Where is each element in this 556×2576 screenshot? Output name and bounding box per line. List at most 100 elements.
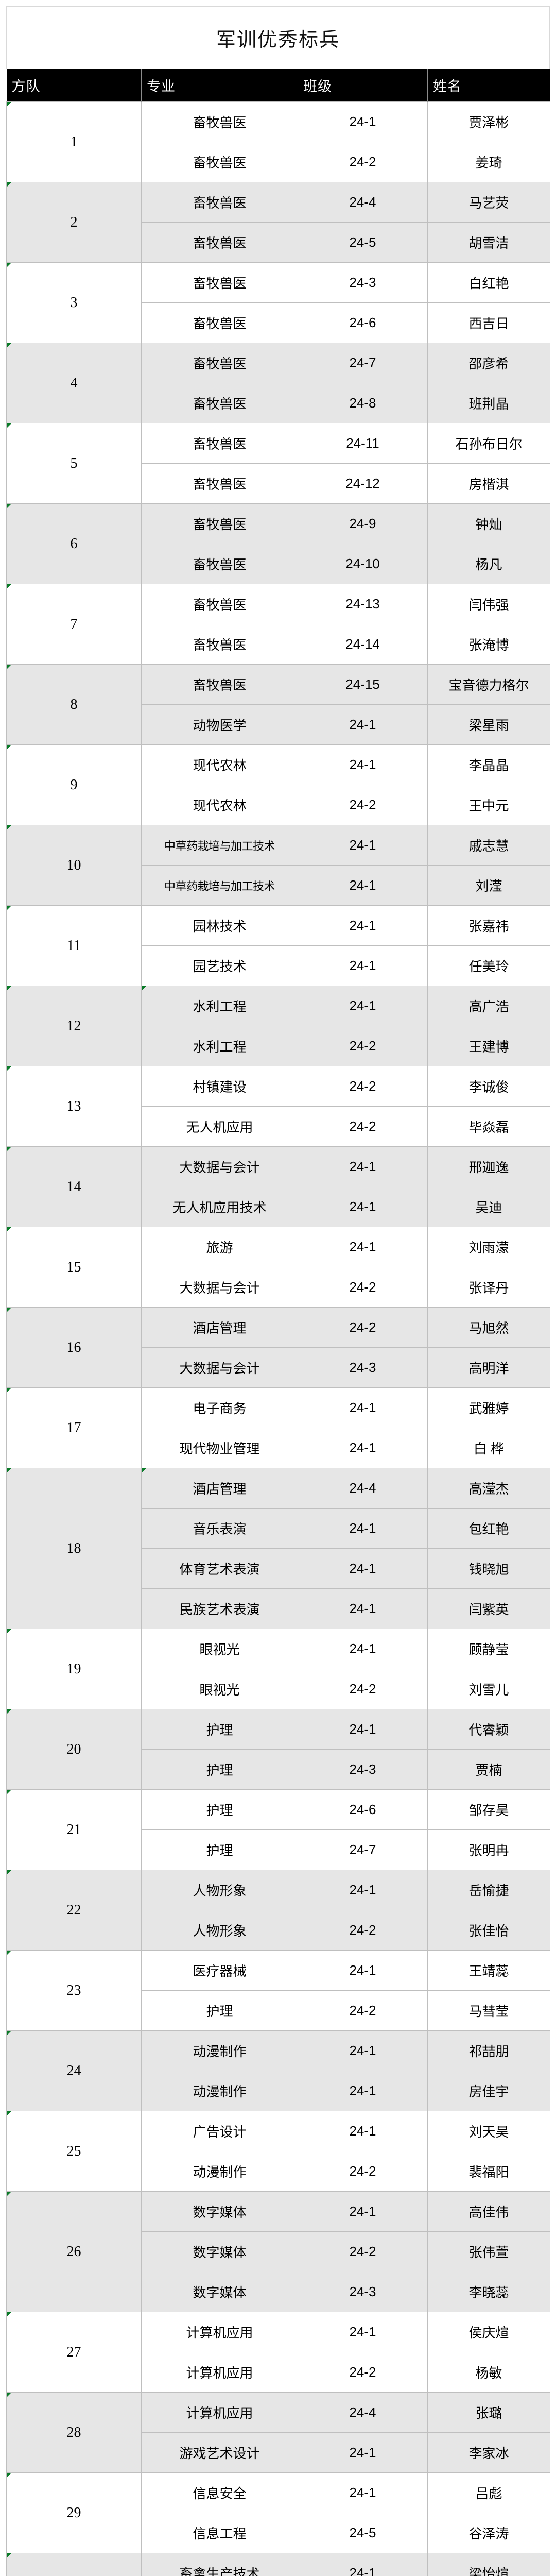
table-row: 护理 24-2 马彗莹	[7, 1990, 550, 2031]
cell-team-number: 22	[6, 1870, 142, 1951]
cell-team-number: 11	[6, 905, 142, 986]
cell-major: 现代农林	[141, 785, 298, 825]
cell-name: 张明冉	[427, 1829, 550, 1870]
cell-team-number: 4	[6, 343, 142, 423]
cell-team-number: 7	[6, 584, 142, 665]
cell-name: 房佳宇	[427, 2071, 550, 2111]
cell-class: 24-1	[298, 865, 428, 906]
cell-class: 24-1	[298, 945, 428, 986]
table-row: 现代农林 24-2 王中元	[7, 785, 550, 825]
table-row: 3 畜牧兽医 24-3 白红艳	[6, 262, 550, 343]
table-row: 26 数字媒体 24-1 高佳伟	[6, 2191, 550, 2312]
cell-name: 李晓蕊	[427, 2272, 550, 2312]
cell-major: 护理	[141, 1990, 298, 2031]
cell-major: 数字媒体	[141, 2272, 298, 2312]
cell-major: 计算机应用	[141, 2312, 298, 2352]
cell-name: 戚志慧	[427, 825, 550, 866]
cell-class: 24-1	[298, 1227, 428, 1267]
page-title: 军训优秀标兵	[216, 29, 340, 51]
cell-name: 贾泽彬	[427, 101, 550, 142]
table-body: 1 畜牧兽医 24-1 贾泽彬 畜牧兽医 24-2 姜琦 2 畜牧兽医 24-4 马艺荧 畜牧兽医 24…	[6, 101, 550, 2576]
cell-name: 马彗莹	[427, 1990, 550, 2031]
cell-major: 酒店管理	[141, 1307, 298, 1348]
cell-name: 梁怡煊	[427, 2553, 550, 2576]
column-header-class: 班级	[298, 69, 428, 102]
cell-name: 马艺荧	[427, 182, 550, 223]
table-row: 20 护理 24-1 代睿颖	[6, 1709, 550, 1790]
cell-class: 24-1	[298, 1508, 428, 1549]
cell-class: 24-1	[298, 1870, 428, 1910]
cell-class: 24-15	[298, 664, 428, 705]
cell-major: 大数据与会计	[141, 1267, 298, 1308]
cell-class: 24-1	[298, 1629, 428, 1669]
cell-major: 护理	[141, 1749, 298, 1790]
table-row: 14 大数据与会计 24-1 邢迦逸	[6, 1146, 550, 1227]
table-row: 体育艺术表演 24-1 钱晓旭	[7, 1548, 550, 1589]
cell-major: 园林技术	[141, 905, 298, 946]
cell-team-number: 16	[6, 1307, 142, 1388]
cell-name: 梁星雨	[427, 704, 550, 745]
cell-name: 邹存昊	[427, 1789, 550, 1830]
cell-class: 24-3	[298, 262, 428, 303]
table-row: 畜牧兽医 24-2 姜琦	[7, 142, 550, 182]
table-row: 15 旅游 24-1 刘雨濛	[6, 1227, 550, 1308]
cell-team-number: 25	[6, 2111, 142, 2192]
cell-class: 24-5	[298, 222, 428, 263]
cell-major: 护理	[141, 1829, 298, 1870]
cell-major: 大数据与会计	[141, 1347, 298, 1388]
table-row: 畜牧兽医 24-10 杨凡	[7, 544, 550, 584]
table-row: 18 酒店管理 24-4 高滢杰	[6, 1468, 550, 1629]
cell-major: 畜牧兽医	[141, 302, 298, 343]
cell-name: 白 桦	[427, 1428, 550, 1468]
table-row: 13 村镇建设 24-2 李诚俊	[6, 1066, 550, 1147]
cell-class: 24-2	[298, 1910, 428, 1951]
cell-name: 马旭然	[427, 1307, 550, 1348]
cell-class: 24-1	[298, 1387, 428, 1428]
cell-name: 侯庆煊	[427, 2312, 550, 2352]
cell-class: 24-1	[298, 1428, 428, 1468]
cell-class: 24-1	[298, 1146, 428, 1187]
table-row: 数字媒体 24-2 张伟萱	[7, 2231, 550, 2272]
cell-team-number: 12	[6, 986, 142, 1066]
cell-major: 园艺技术	[141, 945, 298, 986]
cell-major: 中草药栽培与加工技术	[141, 825, 298, 866]
cell-major: 村镇建设	[141, 1066, 298, 1107]
cell-team-number: 24	[6, 2030, 142, 2111]
cell-class: 24-1	[298, 905, 428, 946]
cell-team-number: 23	[6, 1950, 142, 2031]
cell-major: 信息工程	[141, 2513, 298, 2553]
cell-major: 音乐表演	[141, 1508, 298, 1549]
cell-name: 邵彦希	[427, 343, 550, 383]
cell-major: 人物形象	[141, 1910, 298, 1951]
cell-class: 24-12	[298, 463, 428, 504]
cell-name: 吴迪	[427, 1187, 550, 1227]
cell-major: 广告设计	[141, 2111, 298, 2151]
table-row: 畜牧兽医 24-8 班荆晶	[7, 383, 550, 423]
cell-class: 24-14	[298, 624, 428, 665]
cell-name: 石孙布日尔	[427, 423, 550, 464]
cell-major: 护理	[141, 1789, 298, 1830]
table-row: 信息工程 24-5 谷泽涛	[7, 2513, 550, 2553]
cell-name: 武雅婷	[427, 1387, 550, 1428]
table-row: 眼视光 24-2 刘雪儿	[7, 1669, 550, 1709]
cell-class: 24-6	[298, 302, 428, 343]
table-row: 大数据与会计 24-3 高明洋	[7, 1347, 550, 1388]
cell-class: 24-8	[298, 383, 428, 423]
cell-class: 24-2	[298, 1026, 428, 1066]
cell-team-number: 15	[6, 1227, 142, 1308]
cell-class: 24-1	[298, 986, 428, 1026]
table-row: 28 计算机应用 24-4 张璐	[6, 2392, 550, 2473]
cell-major: 眼视光	[141, 1629, 298, 1669]
cell-name: 刘滢	[427, 865, 550, 906]
column-header-major: 专业	[141, 69, 298, 102]
table-row: 1 畜牧兽医 24-1 贾泽彬	[6, 101, 550, 182]
cell-class: 24-2	[298, 1106, 428, 1147]
table-row: 24 动漫制作 24-1 祁喆朋	[6, 2030, 550, 2111]
cell-name: 毕焱磊	[427, 1106, 550, 1147]
cell-major: 动物医学	[141, 704, 298, 745]
cell-major: 畜牧兽医	[141, 544, 298, 584]
cell-major: 无人机应用技术	[141, 1187, 298, 1227]
cell-class: 24-13	[298, 584, 428, 624]
cell-major: 现代农林	[141, 744, 298, 785]
cell-class: 24-2	[298, 2352, 428, 2393]
